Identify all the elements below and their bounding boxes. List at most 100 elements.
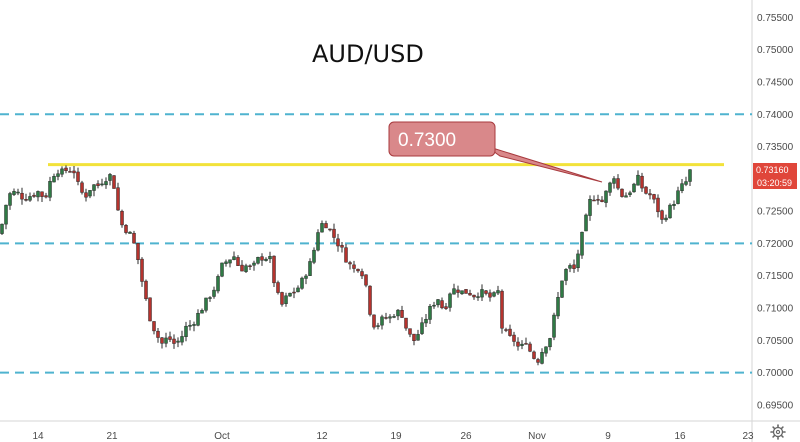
candle-down — [280, 292, 284, 305]
candle-down — [488, 292, 492, 298]
candle-down — [508, 328, 512, 336]
candle-up — [552, 314, 556, 338]
candle-up — [16, 191, 20, 194]
candle-up — [376, 325, 380, 327]
candle-down — [116, 187, 120, 211]
y-tick-label: 0.74500 — [757, 78, 794, 89]
gear-icon[interactable] — [770, 424, 786, 440]
candle-down — [404, 317, 408, 329]
candle-up — [212, 289, 216, 297]
y-tick-label: 0.74000 — [757, 110, 794, 121]
candle-up — [588, 198, 592, 216]
candle-down — [96, 183, 100, 186]
candle-up — [192, 324, 196, 326]
candle-down — [660, 210, 664, 220]
candle-down — [528, 343, 532, 352]
candle-up — [296, 287, 300, 293]
candle-down — [272, 255, 276, 284]
horizontal-levels — [0, 113, 752, 374]
candle-up — [396, 309, 400, 317]
y-tick-label: 0.70000 — [757, 368, 794, 379]
callout-label: 0.7300 — [398, 130, 456, 151]
x-tick-label: Oct — [214, 431, 230, 442]
candles — [0, 165, 692, 366]
candle-down — [24, 199, 28, 201]
candle-down — [344, 247, 348, 263]
candle-down — [456, 289, 460, 293]
candle-up — [668, 204, 672, 219]
candle-up — [284, 295, 288, 304]
candle-down — [336, 238, 340, 247]
candle-down — [132, 232, 136, 244]
candle-up — [28, 196, 32, 201]
candle-down — [652, 194, 656, 200]
candle-up — [220, 262, 224, 277]
candle-down — [172, 338, 176, 344]
candle-down — [444, 306, 448, 309]
candle-down — [276, 282, 280, 293]
candle-up — [568, 265, 572, 269]
countdown-tag-box — [753, 176, 797, 189]
candle-up — [628, 192, 632, 195]
candle-down — [260, 256, 264, 261]
candle-down — [468, 293, 472, 296]
y-tick-label: 0.75000 — [757, 45, 794, 56]
candle-up — [556, 297, 560, 317]
candle-down — [532, 351, 536, 359]
candle-up — [480, 289, 484, 298]
time-axis[interactable]: 14 21 Oct 12 19 26 Nov 9 16 23 — [32, 431, 754, 442]
candle-up — [224, 261, 228, 264]
candle-up — [580, 231, 584, 256]
candle-up — [388, 316, 392, 319]
candle-up — [584, 214, 588, 232]
candle-down — [68, 171, 72, 173]
x-tick-label: 9 — [605, 431, 611, 442]
candle-down — [504, 329, 508, 331]
price-callout[interactable]: 0.7300 — [388, 121, 603, 183]
candle-down — [328, 228, 332, 231]
candle-up — [632, 183, 636, 193]
candle-down — [352, 264, 356, 269]
candle-up — [432, 304, 436, 307]
candle-down — [464, 289, 468, 294]
y-tick-label: 0.70500 — [757, 336, 794, 347]
candle-down — [620, 188, 624, 197]
candle-up — [0, 223, 4, 234]
candle-down — [512, 334, 516, 342]
candle-up — [636, 174, 640, 186]
candle-down — [76, 171, 80, 182]
candle-down — [140, 258, 144, 282]
candle-up — [188, 324, 192, 327]
x-tick-label: 26 — [460, 431, 472, 442]
candle-up — [560, 280, 564, 298]
candle-down — [292, 291, 296, 294]
x-tick-label: 19 — [390, 431, 402, 442]
x-tick-label: 14 — [32, 431, 44, 442]
candle-up — [460, 290, 464, 295]
candle-up — [176, 340, 180, 343]
candle-down — [144, 280, 148, 300]
candle-up — [204, 297, 208, 311]
candle-up — [12, 191, 16, 195]
candle-up — [60, 168, 64, 175]
candle-down — [64, 167, 68, 171]
candle-down — [248, 265, 252, 268]
candle-up — [420, 322, 424, 334]
candle-up — [392, 316, 396, 318]
candle-down — [368, 285, 372, 315]
candle-down — [472, 294, 476, 298]
candle-up — [184, 325, 188, 337]
candle-up — [52, 176, 56, 183]
y-tick-label: 0.73500 — [757, 142, 794, 153]
candle-up — [108, 174, 112, 181]
candle-up — [316, 232, 320, 251]
candle-up — [56, 173, 60, 177]
candle-up — [104, 181, 108, 186]
candle-up — [216, 276, 220, 292]
candle-up — [436, 299, 440, 306]
candle-down — [600, 199, 604, 202]
candle-up — [320, 223, 324, 233]
y-tick-label: 0.71000 — [757, 304, 794, 315]
candle-down — [356, 268, 360, 272]
